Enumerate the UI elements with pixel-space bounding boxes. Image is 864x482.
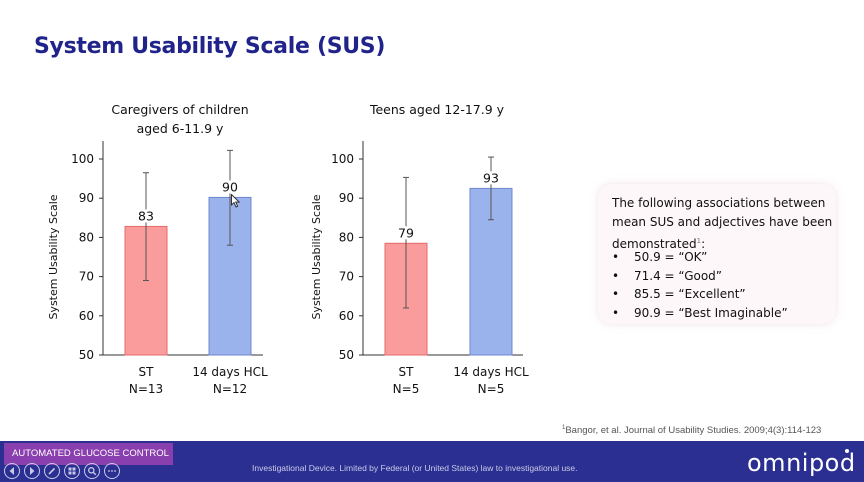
mouse-pointer-icon — [231, 194, 241, 208]
chart-title: Teens aged 12-17.9 y — [369, 102, 505, 117]
more-icon[interactable] — [104, 463, 120, 479]
category-n-label: N=5 — [478, 382, 505, 396]
data-label: 79 — [398, 225, 414, 240]
pen-icon[interactable] — [44, 463, 60, 479]
slide-title: System Usability Scale (SUS) — [34, 34, 386, 59]
y-axis-label: System Usability Scale — [310, 194, 323, 319]
y-tick-label: 80 — [339, 230, 354, 244]
data-label-bg — [397, 226, 415, 240]
y-tick-label: 50 — [79, 348, 94, 362]
y-tick-label: 50 — [339, 348, 354, 362]
y-tick-label: 70 — [339, 270, 354, 284]
category-label: 14 days HCL — [192, 365, 268, 379]
list-item: 85.5 = “Excellent” — [598, 285, 788, 304]
chart-1: Caregivers of children aged 6-11.9 y Syste… — [47, 102, 268, 396]
logo-dot — [845, 449, 849, 453]
category-n-label: N=5 — [393, 382, 420, 396]
section-tag: AUTOMATED GLUCOSE CONTROL — [4, 443, 173, 465]
callout-intro: The following associations between mean … — [612, 196, 833, 251]
y-tick-label: 100 — [331, 152, 354, 166]
category-label: ST — [399, 365, 415, 379]
y-tick-label: 80 — [79, 230, 94, 244]
data-label-bg — [221, 180, 239, 194]
data-label-bg — [137, 209, 155, 223]
charts-area: Caregivers of children aged 6-11.9 y Syste… — [47, 102, 529, 396]
y-tick-label: 60 — [339, 309, 354, 323]
data-label: 83 — [138, 208, 154, 223]
disclaimer-text: Investigational Device. Limited by Feder… — [252, 463, 578, 473]
y-tick-label: 100 — [71, 152, 94, 166]
chart-title: Caregivers of children — [111, 102, 248, 117]
y-tick-label: 60 — [79, 309, 94, 323]
y-axis-label: System Usability Scale — [47, 194, 60, 319]
chart-title: aged 6-11.9 y — [137, 121, 224, 136]
adjective-list: 50.9 = “OK” 71.4 = “Good” 85.5 = “Excell… — [598, 248, 788, 322]
data-label-bg — [482, 171, 500, 185]
data-label: 93 — [483, 170, 499, 185]
sus-adjectives-callout: The following associations between mean … — [598, 184, 836, 324]
presentation-controls — [4, 463, 120, 481]
category-label: ST — [139, 365, 155, 379]
category-n-label: N=13 — [129, 382, 163, 396]
zoom-icon[interactable] — [84, 463, 100, 479]
y-tick-label: 90 — [339, 191, 354, 205]
previous-icon[interactable] — [4, 463, 20, 479]
list-item: 90.9 = “Best Imaginable” — [598, 304, 788, 323]
list-item: 50.9 = “OK” — [598, 248, 788, 267]
footnote: 1Bangor, et al. Journal of Usability Stu… — [562, 425, 822, 437]
data-label: 90 — [222, 179, 238, 194]
omnipod-logo: omnipod — [747, 449, 856, 477]
category-label: 14 days HCL — [453, 365, 529, 379]
list-item: 71.4 = “Good” — [598, 267, 788, 286]
y-tick-label: 90 — [79, 191, 94, 205]
callout-ref: 1 — [696, 237, 702, 245]
slides-grid-icon[interactable] — [64, 463, 80, 479]
chart-2: Teens aged 12-17.9 y System Usability Sca… — [310, 102, 529, 396]
category-n-label: N=12 — [213, 382, 247, 396]
next-icon[interactable] — [24, 463, 40, 479]
y-tick-label: 70 — [79, 270, 94, 284]
